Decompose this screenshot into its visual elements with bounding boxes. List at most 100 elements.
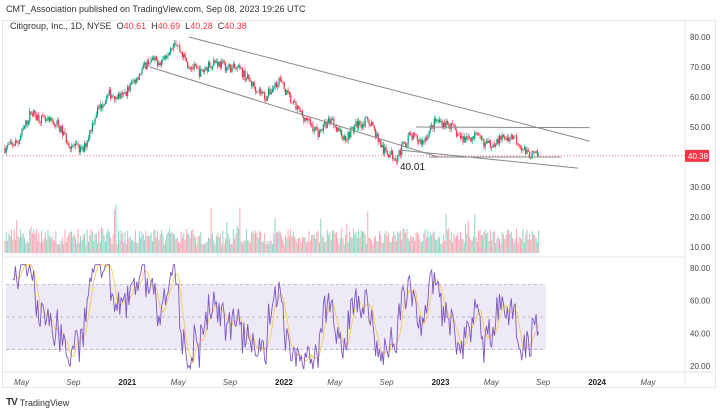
candle-body: [455, 130, 458, 137]
volume-bar: [348, 231, 350, 253]
volume-bar: [16, 219, 18, 253]
candle-body: [9, 141, 11, 145]
candle-body: [224, 63, 227, 72]
tradingview-logo[interactable]: TV TradingView: [6, 397, 69, 408]
candle-body: [202, 69, 204, 72]
candle-body: [471, 136, 473, 142]
candle-body: [437, 119, 439, 121]
candles: [4, 39, 540, 253]
candle-body: [402, 141, 404, 145]
trendline-upper-range: [416, 126, 590, 129]
candle-body: [222, 60, 224, 62]
candle-body: [207, 62, 210, 72]
candle-body: [367, 117, 369, 120]
candle-body: [459, 134, 461, 138]
candle-body: [303, 115, 305, 122]
candle-body: [209, 62, 211, 67]
volume-bar: [308, 231, 310, 253]
volume-bar: [275, 232, 277, 253]
volume-bar: [172, 233, 174, 253]
volume-bar: [282, 239, 284, 253]
volume-bar: [185, 229, 187, 253]
candle-body: [410, 132, 412, 136]
volume-bar: [149, 236, 151, 253]
volume-bar: [474, 214, 476, 253]
candle-body: [390, 150, 392, 155]
volume-bar: [200, 232, 202, 253]
candle-body: [91, 122, 93, 132]
volume-bar: [463, 242, 465, 253]
volume-bar: [174, 234, 176, 253]
volume-bar: [305, 243, 307, 253]
volume-bar: [461, 238, 463, 253]
volume-bar: [266, 241, 268, 253]
candle-body: [193, 64, 195, 69]
candle-body: [425, 137, 428, 140]
volume-bar: [470, 239, 472, 253]
candle-body: [239, 65, 241, 69]
volume-bar: [465, 223, 467, 253]
volume-bar: [381, 242, 383, 253]
candle-body: [159, 62, 161, 66]
candle-body: [270, 91, 272, 95]
volume-bar: [328, 235, 330, 253]
volume-bar: [157, 230, 159, 253]
candle-body: [509, 137, 511, 142]
price-tick: 50.00: [690, 123, 711, 132]
candle-body: [262, 92, 264, 93]
candle-body: [36, 114, 39, 121]
candle-body: [511, 135, 514, 140]
close-value: 40.38: [224, 21, 247, 31]
candle-body: [453, 124, 455, 127]
volume-bar: [385, 230, 387, 253]
candle-body: [23, 126, 26, 129]
time-tick: Sep: [536, 378, 551, 387]
volume-bar: [322, 237, 324, 253]
volume-bar: [347, 242, 349, 253]
symbol-label: Citigroup, Inc., 1D, NYSE: [10, 21, 112, 31]
volume-bar: [72, 236, 74, 253]
volume-bar: [247, 240, 249, 253]
candle-body: [394, 158, 396, 162]
volume-bar: [425, 237, 427, 253]
candle-body: [26, 120, 28, 125]
candle-body: [232, 64, 234, 67]
candle-body: [22, 128, 24, 130]
volume-bar: [287, 229, 289, 253]
volume-bar: [140, 237, 142, 253]
volume-bar: [395, 240, 397, 253]
volume-bar: [531, 230, 533, 253]
candle-body: [505, 139, 507, 140]
volume-bar: [116, 244, 118, 253]
rsi-tick: 40.00: [690, 329, 711, 338]
candle-body: [415, 134, 417, 136]
candle-body: [404, 143, 407, 148]
candle-body: [205, 67, 207, 71]
volume-bar: [368, 237, 370, 253]
volume-bar: [390, 242, 392, 253]
volume-bar: [393, 231, 395, 253]
candle-body: [312, 124, 314, 132]
time-tick: May: [171, 378, 187, 387]
publish-info: CMT_Association published on TradingView…: [6, 4, 306, 14]
volume-bar: [268, 244, 270, 253]
volume-bar: [128, 238, 130, 253]
candle-body: [466, 136, 468, 141]
candle-body: [457, 134, 459, 137]
candle-body: [170, 48, 172, 53]
candle-body: [412, 133, 415, 140]
candle-body: [98, 107, 100, 109]
candle-body: [313, 129, 315, 132]
volume-bar: [339, 238, 341, 253]
volume-bar: [449, 239, 451, 253]
volume-bar: [450, 232, 452, 253]
volume-bar: [527, 239, 529, 253]
volume-bar: [89, 234, 91, 253]
volume-bar: [382, 242, 384, 253]
volume-bar: [307, 241, 309, 253]
volume-bar: [148, 235, 149, 253]
volume-bar: [5, 232, 7, 253]
volume-bar: [277, 232, 279, 253]
candle-body: [112, 95, 114, 97]
